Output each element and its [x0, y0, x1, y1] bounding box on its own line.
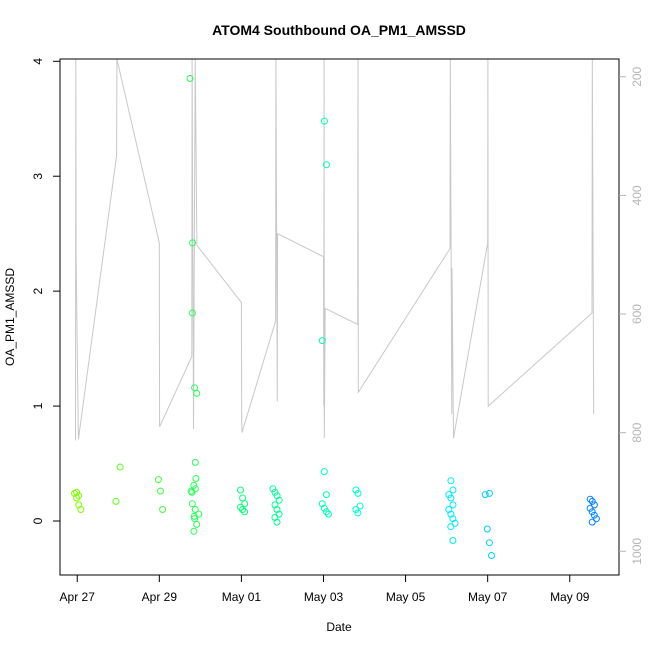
data-point — [323, 161, 330, 169]
y-tick-label: 0 — [31, 517, 45, 524]
x-tick-label: Apr 29 — [142, 590, 178, 604]
y-axis-label: OA_PM1_AMSSD — [3, 268, 17, 366]
y-axis: 0 1 2 3 4 — [31, 58, 60, 524]
x-tick-label: May 03 — [304, 590, 344, 604]
point-series — [71, 75, 600, 559]
data-point — [241, 508, 249, 516]
data-point — [191, 458, 199, 466]
data-point — [275, 496, 283, 504]
y-right-tick-label: 1000 — [630, 538, 644, 565]
data-point — [193, 389, 201, 397]
data-point — [77, 506, 85, 513]
y-tick-label: 4 — [31, 58, 45, 65]
data-point — [483, 525, 491, 533]
data-point — [188, 488, 196, 496]
y-right-tick-label: 400 — [630, 185, 644, 205]
data-point — [449, 501, 457, 509]
data-point — [271, 488, 279, 496]
data-point — [447, 510, 455, 518]
data-point — [322, 508, 330, 516]
data-point — [186, 75, 194, 82]
y-tick-label: 2 — [31, 287, 45, 294]
data-point — [352, 506, 360, 513]
data-point — [237, 503, 244, 511]
data-point — [73, 488, 81, 496]
data-point — [449, 537, 457, 544]
data-point — [273, 518, 281, 526]
data-point — [192, 475, 200, 482]
data-point — [75, 492, 83, 500]
y-tick-label: 3 — [31, 173, 45, 180]
data-point — [320, 504, 328, 512]
data-point — [485, 539, 493, 547]
data-point — [588, 497, 596, 505]
data-point — [159, 506, 167, 513]
line-series — [75, 58, 595, 441]
data-point — [193, 520, 201, 528]
data-point — [486, 489, 493, 497]
data-point — [447, 523, 455, 531]
y-tick-label: 1 — [31, 402, 45, 409]
data-point — [241, 500, 249, 508]
data-point — [588, 508, 596, 516]
x-tick-label: May 01 — [222, 590, 262, 604]
data-point — [188, 309, 196, 317]
y-right-tick-label: 200 — [630, 66, 644, 86]
data-point — [586, 504, 594, 512]
data-point — [354, 489, 362, 497]
data-point — [190, 481, 198, 489]
data-point — [187, 487, 195, 495]
data-point — [189, 239, 196, 247]
data-point — [275, 510, 283, 518]
data-point — [445, 491, 453, 499]
data-point — [190, 527, 198, 535]
data-point — [451, 519, 459, 527]
chart-title: ATOM4 Southbound OA_PM1_AMSSD — [212, 22, 466, 38]
data-point — [449, 486, 457, 494]
data-point — [320, 468, 328, 476]
x-tick-label: May 07 — [468, 590, 508, 604]
x-tick-label: Apr 27 — [60, 590, 96, 604]
data-point — [356, 502, 364, 510]
data-point — [481, 491, 489, 499]
x-tick-label: May 09 — [550, 590, 590, 604]
data-point — [488, 552, 495, 559]
x-axis: Apr 27 Apr 29 May 01 May 03 May 05 May 07 May … — [60, 575, 590, 604]
data-point — [116, 463, 124, 471]
data-point — [191, 506, 199, 513]
line-series-path — [75, 58, 595, 441]
data-point — [188, 500, 196, 508]
data-point — [112, 497, 120, 505]
y-right-tick-label: 800 — [630, 422, 644, 442]
data-point — [590, 501, 598, 509]
data-point — [320, 117, 328, 125]
data-point — [157, 487, 164, 495]
x-tick-label: May 05 — [386, 590, 426, 604]
data-point — [271, 501, 279, 509]
plot-frame — [59, 58, 620, 576]
data-point — [269, 485, 277, 493]
data-point — [190, 512, 198, 520]
data-point — [322, 491, 330, 499]
y-right-tick-label: 600 — [630, 304, 644, 324]
y-axis-right: 200 400 600 800 1000 — [619, 66, 644, 565]
data-point — [237, 486, 244, 494]
data-point — [447, 477, 455, 485]
data-point — [592, 515, 600, 523]
data-point — [352, 486, 360, 494]
data-point — [586, 495, 594, 503]
data-point — [154, 476, 162, 484]
data-point — [318, 337, 326, 345]
data-point — [325, 510, 332, 518]
data-point — [239, 506, 246, 513]
x-axis-label: Date — [326, 620, 352, 634]
data-point — [354, 509, 362, 517]
data-point — [588, 518, 596, 526]
data-point — [590, 511, 598, 519]
data-point — [447, 494, 455, 502]
